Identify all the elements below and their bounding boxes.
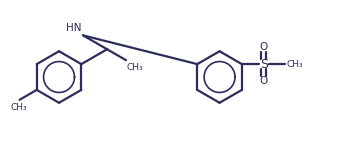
Text: CH₃: CH₃: [127, 63, 144, 72]
Text: S: S: [260, 58, 268, 71]
Text: CH₃: CH₃: [10, 103, 27, 112]
Text: O: O: [260, 42, 268, 52]
Text: O: O: [260, 76, 268, 86]
Text: HN: HN: [66, 23, 81, 33]
Text: CH₃: CH₃: [286, 60, 303, 69]
